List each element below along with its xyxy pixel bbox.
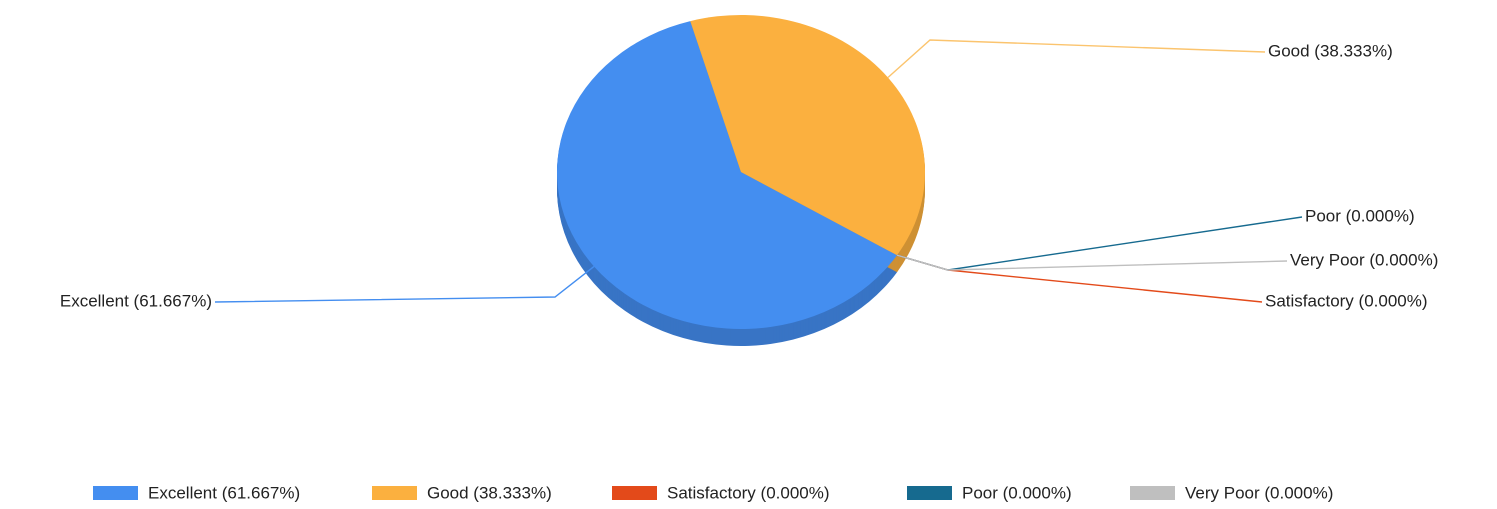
legend-label: Satisfactory (0.000%)	[667, 483, 830, 502]
leader-line	[214, 265, 595, 303]
data-label: Good (38.333%)	[1268, 41, 1393, 60]
data-label: Excellent (61.667%)	[60, 291, 212, 310]
leader-line	[896, 254, 1288, 271]
legend-label: Good (38.333%)	[427, 483, 552, 502]
legend-swatch	[907, 486, 952, 500]
legend-swatch	[1130, 486, 1175, 500]
slice	[557, 21, 898, 330]
legend-swatch	[612, 486, 657, 500]
legend-swatch	[93, 486, 138, 500]
legend-label: Poor (0.000%)	[962, 483, 1072, 502]
legend-label: Very Poor (0.000%)	[1185, 483, 1333, 502]
data-label: Poor (0.000%)	[1305, 206, 1415, 225]
leader-line	[896, 254, 1263, 303]
leader-line	[887, 39, 1266, 79]
slice	[690, 14, 925, 256]
legend-swatch	[372, 486, 417, 500]
data-label: Satisfactory (0.000%)	[1265, 291, 1428, 310]
data-label: Very Poor (0.000%)	[1290, 250, 1438, 269]
legend-label: Excellent (61.667%)	[148, 483, 300, 502]
